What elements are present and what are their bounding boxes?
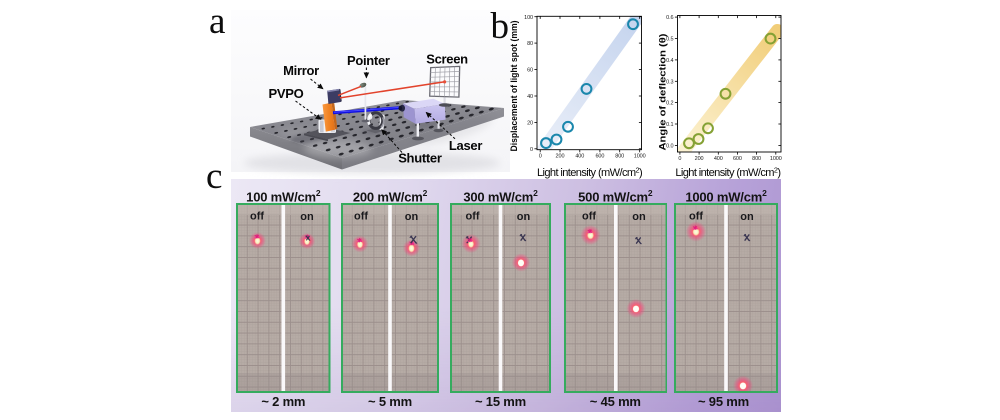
svg-text:200: 200 (556, 154, 565, 160)
svg-text:80: 80 (527, 41, 533, 47)
svg-text:Light intensity (mW/cm2): Light intensity (mW/cm2) (675, 166, 780, 179)
svg-text:600: 600 (595, 154, 604, 160)
svg-text:800: 800 (615, 154, 624, 160)
svg-text:0: 0 (530, 147, 533, 153)
svg-text:Angle of deflection (θ): Angle of deflection (θ) (657, 34, 668, 151)
svg-text:on: on (300, 211, 314, 223)
svg-text:400: 400 (714, 156, 723, 162)
svg-text:Light intensity (mW/cm2): Light intensity (mW/cm2) (537, 166, 642, 179)
svg-text:1000: 1000 (634, 154, 646, 160)
svg-text:off: off (581, 210, 595, 222)
svg-text:100: 100 (524, 15, 533, 21)
svg-text:Shutter: Shutter (398, 151, 442, 166)
svg-text:off: off (354, 210, 368, 222)
svg-text:800: 800 (752, 156, 761, 162)
svg-text:off: off (465, 210, 479, 222)
svg-text:400: 400 (575, 154, 584, 160)
svg-text:0: 0 (678, 156, 681, 162)
svg-text:off: off (689, 210, 703, 222)
svg-text:0.6: 0.6 (666, 15, 673, 21)
svg-text:0.2: 0.2 (666, 101, 673, 107)
svg-text:Screen: Screen (426, 52, 468, 67)
svg-text:on: on (740, 211, 754, 223)
svg-text:Laser: Laser (449, 138, 482, 153)
svg-text:1000: 1000 (770, 156, 782, 162)
svg-text:on: on (517, 211, 531, 223)
svg-text:0.3: 0.3 (666, 79, 673, 85)
svg-text:PVPO: PVPO (269, 86, 304, 101)
svg-text:0: 0 (539, 154, 542, 160)
svg-text:0.1: 0.1 (666, 122, 673, 128)
svg-text:Displacement of light spot (mm: Displacement of light spot (mm) (509, 21, 520, 152)
svg-text:0.0: 0.0 (666, 144, 673, 150)
svg-text:Mirror: Mirror (283, 63, 319, 78)
svg-text:200: 200 (695, 156, 704, 162)
svg-text:0.5: 0.5 (666, 37, 673, 43)
svg-text:20: 20 (527, 121, 533, 127)
svg-text:on: on (632, 211, 646, 223)
svg-text:40: 40 (527, 94, 533, 100)
svg-text:off: off (250, 210, 264, 222)
svg-text:Pointer: Pointer (347, 53, 390, 68)
svg-text:600: 600 (733, 156, 742, 162)
svg-text:on: on (405, 211, 419, 223)
svg-text:60: 60 (527, 68, 533, 74)
svg-text:0.4: 0.4 (666, 58, 673, 64)
